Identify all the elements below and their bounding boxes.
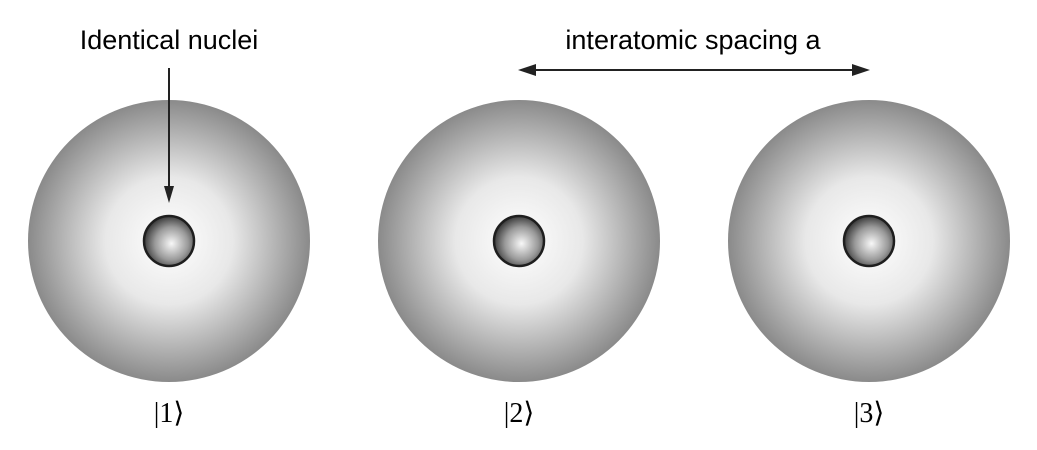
nuclei-pointer-arrowhead <box>164 186 174 203</box>
spacing-label: interatomic spacing a <box>565 25 821 55</box>
nucleus-3 <box>842 214 896 268</box>
atom-2 <box>378 100 660 382</box>
spacing-arrowhead-right <box>852 64 870 76</box>
spacing-arrowhead-left <box>518 64 536 76</box>
nucleus-1 <box>142 214 196 268</box>
state-label-2: |2⟩ <box>504 398 535 429</box>
atom-3 <box>728 100 1010 382</box>
nuclei-label: Identical nuclei <box>80 25 259 55</box>
nucleus-2 <box>492 214 546 268</box>
state-label-1: |1⟩ <box>154 398 185 429</box>
state-label-3: |3⟩ <box>854 398 885 429</box>
atom-1 <box>28 100 310 382</box>
